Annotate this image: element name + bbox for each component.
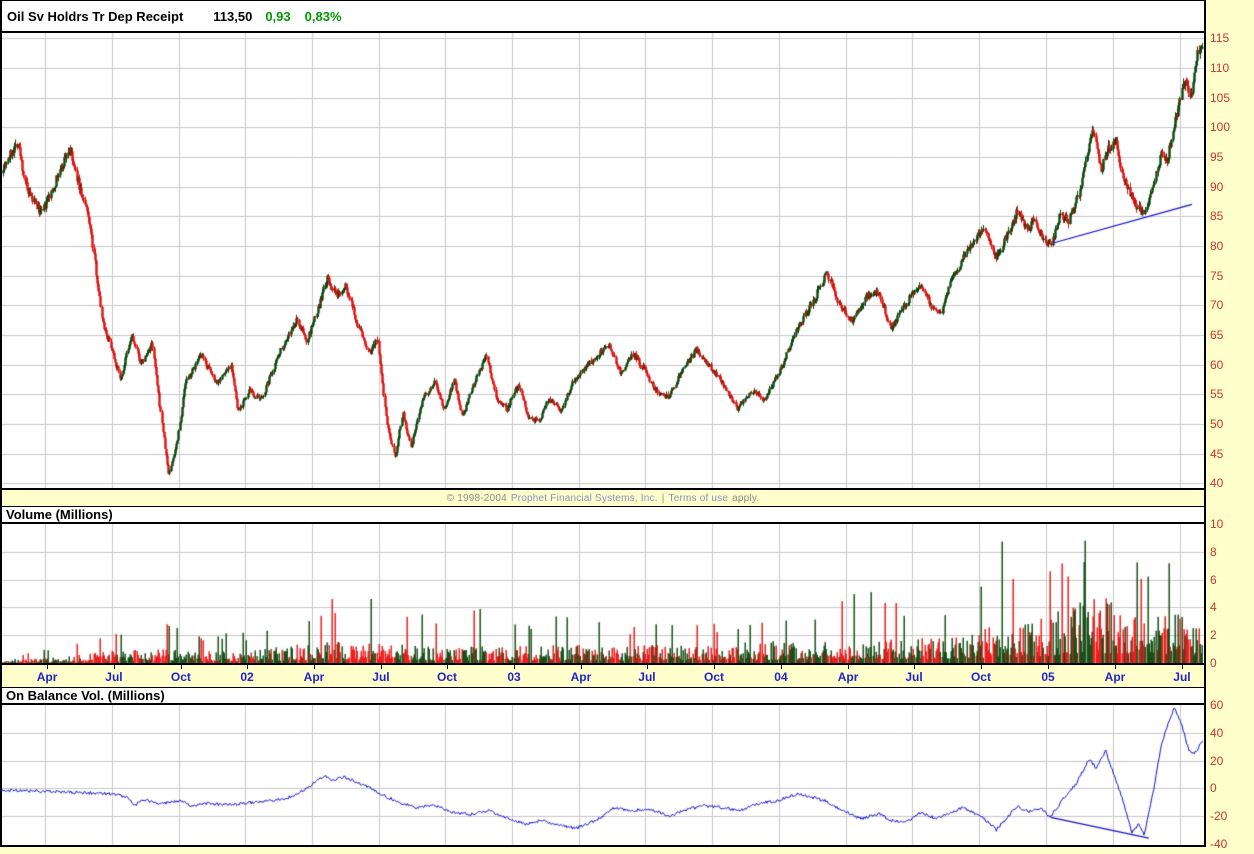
price-y-axis-label: 65 — [1210, 327, 1224, 342]
x-axis-tick — [180, 665, 182, 669]
price-panel — [2, 33, 1204, 490]
x-axis-label: Oct — [970, 670, 991, 684]
copyright-strip: © 1998-2004 Prophet Financial Systems, I… — [2, 490, 1204, 506]
x-axis-label: 04 — [774, 670, 788, 684]
copyright-separator: | — [661, 492, 665, 504]
volume-y-axis-label: 6 — [1210, 572, 1217, 587]
x-axis-label: 02 — [240, 670, 254, 684]
last-price: 113,50 — [213, 8, 253, 24]
obv-y-axis-label: 0 — [1210, 781, 1217, 796]
x-axis-label: Apr — [36, 670, 58, 684]
x-axis-label: Jul — [905, 670, 923, 684]
obv-panel-title: On Balance Vol. (Millions) — [6, 688, 165, 703]
x-axis-tick — [247, 665, 249, 669]
copyright-suffix: apply. — [732, 492, 760, 504]
x-axis-label: Oct — [704, 670, 725, 684]
x-axis-tick — [447, 665, 449, 669]
x-axis-label: Apr — [837, 670, 859, 684]
price-y-axis-label: 70 — [1210, 298, 1224, 313]
x-axis-label: Apr — [303, 670, 325, 684]
x-axis-tick — [380, 665, 382, 669]
price-y-axis-label: 50 — [1210, 416, 1224, 431]
x-axis-tick — [980, 665, 982, 669]
obv-y-axis-label: -20 — [1210, 808, 1228, 823]
obv-chart-canvas — [2, 705, 1204, 845]
quote-header: Oil Sv Holdrs Tr Dep Receipt 113,50 0,93… — [2, 0, 1204, 33]
price-y-axis-label: 85 — [1210, 209, 1224, 224]
x-axis-tick — [1115, 665, 1116, 669]
terms-of-use-link[interactable]: Terms of use — [668, 492, 729, 504]
volume-panel-header: Volume (Millions) — [2, 506, 1204, 524]
volume-chart-canvas — [2, 524, 1204, 663]
price-y-axis-label: 110 — [1210, 61, 1230, 75]
x-axis-label: Oct — [437, 670, 458, 684]
price-y-axis-label: 60 — [1210, 357, 1224, 372]
price-y-axis-label: 115 — [1210, 31, 1230, 46]
price-y-axis-label: 95 — [1210, 149, 1224, 164]
price-chart-canvas — [2, 33, 1204, 488]
price-y-axis-label: 40 — [1210, 476, 1224, 491]
copyright-prefix: © 1998-2004 — [446, 492, 507, 504]
volume-y-axis-label: 4 — [1210, 600, 1217, 615]
x-axis-tick — [1048, 665, 1050, 669]
x-axis-tick — [646, 665, 648, 669]
volume-y-axis-label: 2 — [1210, 628, 1217, 643]
company-link[interactable]: Prophet Financial Systems, Inc. — [510, 492, 658, 504]
volume-y-axis-label: 10 — [1210, 517, 1224, 531]
obv-y-axis-label: 60 — [1210, 698, 1224, 713]
price-y-axis-label: 75 — [1210, 268, 1224, 283]
x-axis-strip: Apr Jul Oct 02 Apr Jul Oct 03 Apr Jul Oct 04 Apr Jul O… — [2, 665, 1204, 687]
x-axis-tick — [514, 665, 515, 669]
volume-y-axis-label: 0 — [1210, 656, 1217, 670]
x-axis-tick — [47, 665, 49, 669]
x-axis-tick — [580, 665, 582, 669]
symbol-title: Oil Sv Holdrs Tr Dep Receipt — [7, 8, 184, 24]
volume-y-axis-label: 8 — [1210, 544, 1217, 559]
obv-y-axis-label: 40 — [1210, 726, 1224, 741]
price-y-axis-label: 90 — [1210, 179, 1224, 194]
x-axis-label: Jul — [105, 670, 123, 684]
price-y-axis-label: 55 — [1210, 387, 1224, 402]
x-axis-label: Apr — [1104, 670, 1126, 684]
x-axis-tick — [113, 665, 115, 669]
price-change: 0,93 — [265, 8, 291, 24]
price-y-axis-label: 100 — [1210, 120, 1231, 135]
volume-panel — [2, 524, 1204, 665]
price-y-axis-label: 80 — [1210, 238, 1224, 253]
obv-y-axis-label: -40 — [1210, 836, 1228, 851]
x-axis-label: Apr — [570, 670, 592, 684]
price-change-percent: 0,83% — [304, 8, 342, 24]
x-axis-label: Jul — [1173, 670, 1191, 684]
obv-panel — [2, 705, 1204, 847]
volume-panel-title: Volume (Millions) — [6, 507, 113, 522]
x-axis-tick — [1181, 665, 1183, 669]
x-axis-label: Jul — [638, 670, 656, 684]
x-axis-label: 03 — [507, 670, 521, 684]
price-y-axis-label: 105 — [1210, 90, 1231, 105]
x-axis-tick — [780, 665, 782, 669]
x-axis-tick — [313, 665, 315, 669]
x-axis-tick — [848, 665, 850, 669]
obv-panel-header: On Balance Vol. (Millions) — [2, 687, 1204, 705]
chart-panels-column: Oil Sv Holdrs Tr Dep Receipt 113,50 0,93… — [0, 0, 1206, 847]
obv-y-axis-label: 20 — [1210, 753, 1224, 768]
x-axis-label: Jul — [372, 670, 390, 684]
x-axis-label: 05 — [1041, 670, 1055, 684]
x-axis-tick — [714, 665, 716, 669]
x-axis-tick — [914, 665, 916, 669]
x-axis-label: Oct — [170, 670, 191, 684]
price-y-axis-label: 45 — [1210, 446, 1224, 461]
